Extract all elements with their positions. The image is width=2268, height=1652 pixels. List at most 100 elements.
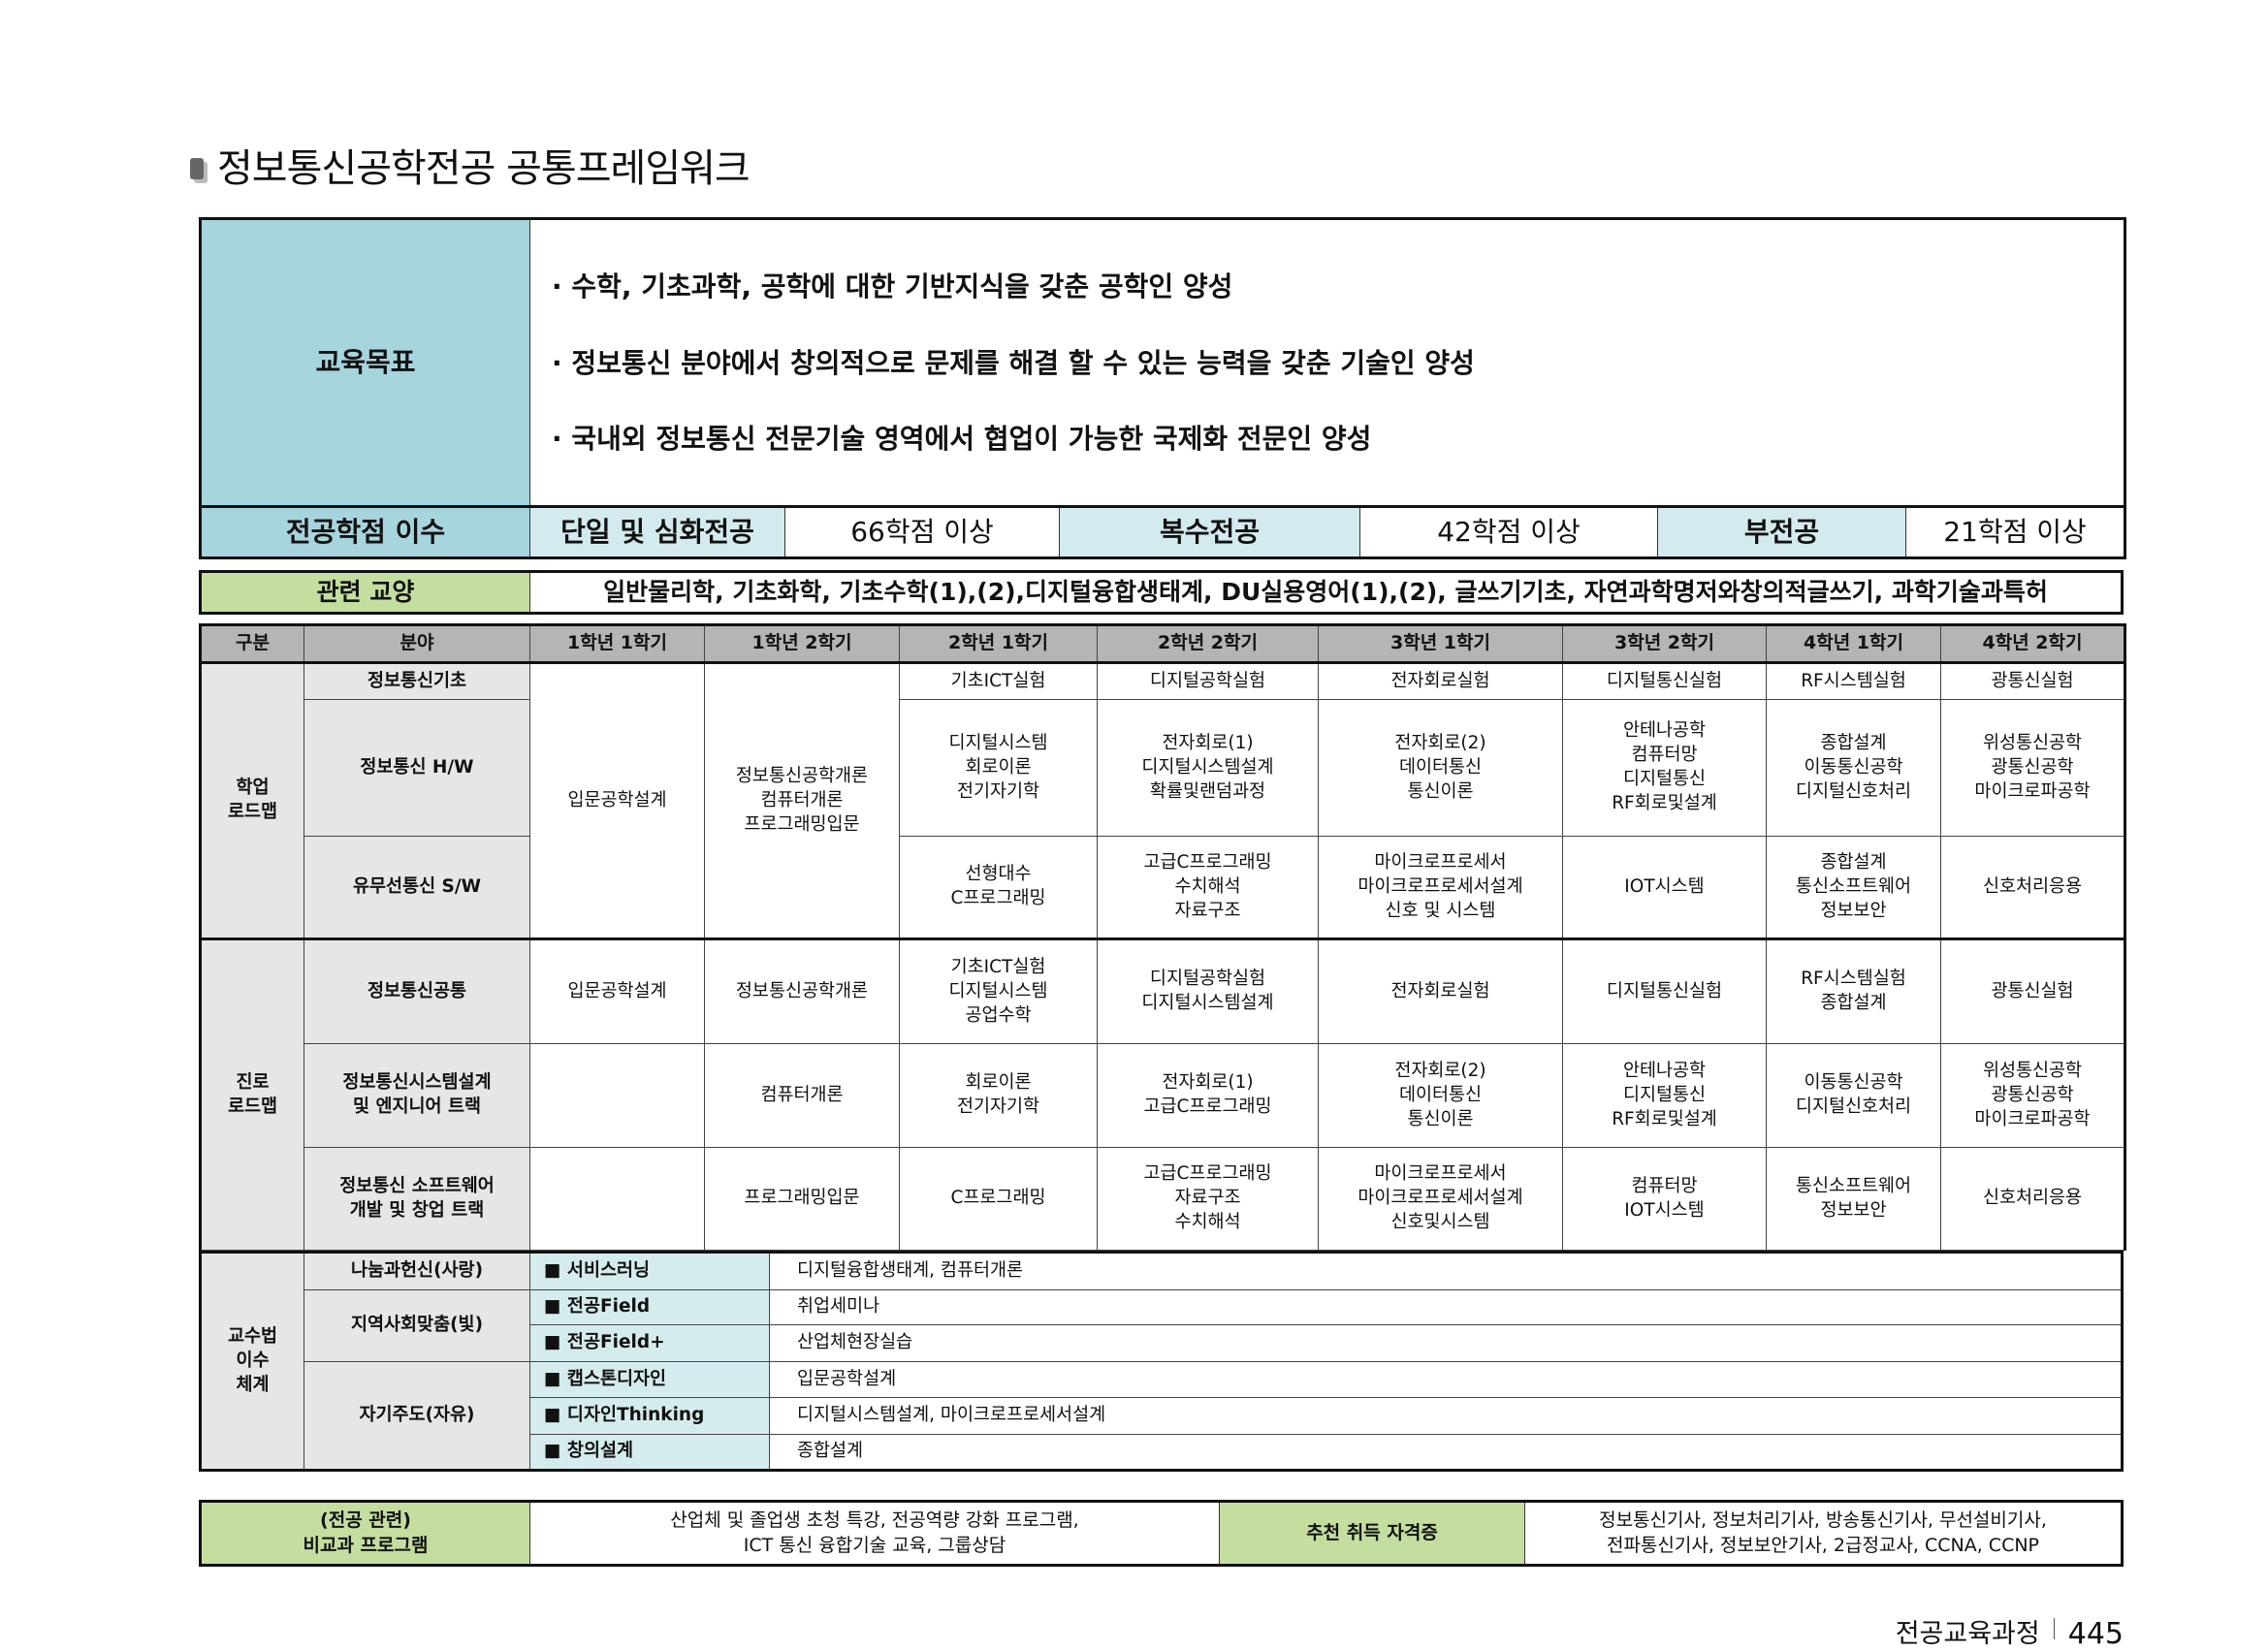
minor-value: 21학점 이상: [1904, 506, 2126, 559]
method-courses: 입문공학설계: [769, 1361, 2123, 1399]
course-cell: 위성통신공학 광통신공학 마이크로파공학: [1940, 699, 2125, 838]
course-cell: 광통신실험: [1940, 662, 2125, 701]
table-row: 학업 로드맵 정보통신기초 입문공학설계 정보통신공학개론 컴퓨터개론 프로그래밍입문…: [200, 662, 2125, 940]
section-label: 진로 로드맵: [200, 937, 304, 1252]
course-cell: 기초ICT실험: [899, 662, 1098, 701]
column-header: 구분: [200, 624, 304, 664]
field-label: 정보통신 H/W: [303, 699, 530, 838]
goal-item: · 국내외 정보통신 전문기술 영역에서 협업이 가능한 국제화 전문인 양성: [552, 422, 1372, 455]
cert-value: 정보통신기사, 정보처리기사, 방송통신기사, 무선설비기사, 전파통신기사, …: [1524, 1501, 2123, 1567]
extracurricular-table: (전공 관련) 비교과 프로그램 산업체 및 졸업생 초청 특강, 전공역량 강…: [199, 1500, 2124, 1568]
page-title: 정보통신공학전공 공통프레임워크: [190, 145, 2124, 192]
related-label: 관련 교양: [200, 571, 530, 614]
course-cell: 전자회로실험: [1318, 662, 1563, 701]
course-cell: IOT시스템: [1562, 836, 1767, 940]
course-cell: 신호처리응용: [1940, 836, 2125, 940]
course-cell: 프로그래밍입문: [704, 1147, 900, 1252]
table-row: ■ 전공Field+ 산업체현장실습: [201, 1324, 2123, 1363]
course-cell: 디지털통신실험: [1562, 937, 1767, 1045]
related-value: 일반물리학, 기초화학, 기초수학(1),(2),디지털융합생태계, DU실용영…: [603, 578, 2048, 607]
column-header: 4학년 1학기: [1766, 624, 1941, 664]
goals-list: · 수학, 기초과학, 공학에 대한 기반지식을 갖춘 공학인 양성 · 정보통…: [528, 217, 2126, 508]
method-label: ■ 전공Field+: [529, 1324, 770, 1363]
column-header: 3학년 2학기: [1562, 624, 1767, 664]
table-row: ■ 디자인Thinking 디지털시스템설계, 마이크로프로세서설계: [201, 1397, 2123, 1436]
table-row: 정보통신 소프트웨어 개발 및 창업 트랙 프로그래밍입문 C프로그래밍 고급C프로그…: [201, 1147, 2125, 1252]
course-cell: 정보통신공학개론 컴퓨터개론 프로그래밍입문: [704, 662, 900, 940]
course-cell: [529, 1043, 705, 1149]
course-cell: 정보통신공학개론: [704, 937, 900, 1045]
course-cell: 기초ICT실험 디지털시스템 공업수학: [899, 937, 1098, 1045]
course-cell: 컴퓨터개론: [704, 1043, 900, 1149]
section-label: 학업 로드맵: [200, 662, 304, 940]
field-label: 정보통신공통: [303, 937, 530, 1045]
method-label: ■ 창의설계: [529, 1434, 770, 1472]
course-cell: 입문공학설계: [529, 937, 705, 1045]
column-header: 3학년 1학기: [1318, 624, 1563, 664]
group-label: 지역사회맞춤(빛): [303, 1289, 530, 1363]
field-label: 정보통신시스템설계 및 엔지니어 트랙: [303, 1043, 530, 1149]
course-cell: 디지털공학실험: [1097, 662, 1319, 701]
course-cell: 입문공학설계: [529, 662, 705, 940]
field-label: 정보통신기초: [303, 662, 530, 701]
method-label: ■ 디자인Thinking: [529, 1397, 770, 1436]
field-label: 유무선통신 S/W: [303, 836, 530, 940]
course-cell: 종합설계 통신소프트웨어 정보보안: [1766, 836, 1941, 940]
method-courses: 디지털시스템설계, 마이크로프로세서설계: [769, 1397, 2123, 1436]
column-header: 2학년 1학기: [899, 624, 1098, 664]
related-liberal-arts-table: 관련 교양 일반물리학, 기초화학, 기초수학(1),(2),디지털융합생태계,…: [199, 570, 2124, 616]
column-header: 1학년 1학기: [529, 624, 705, 664]
footer-section: 전공교육과정: [1895, 1619, 2040, 1650]
column-header: 1학년 2학기: [704, 624, 900, 664]
table-row: 지역사회맞춤(빛) ■ 전공Field 취업세미나: [201, 1289, 2123, 1363]
course-cell: C프로그래밍: [899, 1147, 1098, 1252]
table-row: 정보통신 H/W 디지털시스템 회로이론 전기자기학 전자회로(1) 디지털시스템설…: [201, 699, 2125, 838]
single-major-value: 66학점 이상: [784, 506, 1060, 559]
course-cell: 전자회로(1) 고급C프로그래밍: [1097, 1043, 1319, 1149]
course-cell: 이동통신공학 디지털신호처리: [1766, 1043, 1941, 1149]
column-header: 분야: [303, 624, 530, 664]
column-header: 4학년 2학기: [1940, 624, 2125, 664]
course-cell: 전자회로(2) 데이터통신 통신이론: [1318, 1043, 1563, 1149]
course-cell: 디지털통신실험: [1562, 662, 1767, 701]
roadmap-table: 구분 분야 1학년 1학기 1학년 2학기 2학년 1학기 2학년 2학기 3학년 1학기 3…: [199, 623, 2126, 1252]
course-cell: 선형대수 C프로그래밍: [899, 836, 1098, 940]
course-cell: 컴퓨터망 IOT시스템: [1562, 1147, 1767, 1252]
section-label: 교수법 이수 체계: [200, 1252, 304, 1472]
group-label: 자기주도(자유): [303, 1361, 530, 1472]
course-cell: 고급C프로그래밍 수치해석 자료구조: [1097, 836, 1319, 940]
course-cell: 전자회로(1) 디지털시스템설계 확률및랜덤과정: [1097, 699, 1319, 838]
course-cell: 고급C프로그래밍 자료구조 수치해석: [1097, 1147, 1319, 1252]
double-major-value: 42학점 이상: [1359, 506, 1658, 559]
course-cell: 전자회로실험: [1318, 937, 1563, 1045]
course-cell: 안테나공학 디지털통신 RF회로및설계: [1562, 1043, 1767, 1149]
method-courses: 종합설계: [769, 1434, 2123, 1472]
goals-label: 교육목표: [200, 217, 530, 508]
goal-item: · 수학, 기초과학, 공학에 대한 기반지식을 갖춘 공학인 양성: [552, 270, 1233, 303]
course-cell: 디지털공학실험 디지털시스템설계: [1097, 937, 1319, 1045]
table-row: 유무선통신 S/W 선형대수 C프로그래밍 고급C프로그래밍 수치해석 자료구조 마이…: [201, 836, 2125, 940]
page-footer: 전공교육과정 445: [1896, 1617, 2124, 1652]
course-cell: 마이크로프로세서 마이크로프로세서설계 신호 및 시스템: [1318, 836, 1563, 940]
method-label: ■ 서비스러닝: [529, 1252, 770, 1291]
single-major-label: 단일 및 심화전공: [529, 506, 785, 559]
course-cell: 안테나공학 컴퓨터망 디지털통신 RF회로및설계: [1562, 699, 1767, 838]
minor-label: 부전공: [1657, 506, 1906, 559]
method-courses: 산업체현장실습: [769, 1324, 2123, 1363]
table-row: 진로 로드맵 정보통신공통 입문공학설계 정보통신공학개론 기초ICT실험 디지털시스템…: [200, 937, 2125, 1252]
table-row: ■ 창의설계 종합설계: [201, 1434, 2123, 1472]
course-cell: 통신소프트웨어 정보보안: [1766, 1147, 1941, 1252]
program-value: 산업체 및 졸업생 초청 특강, 전공역량 강화 프로그램, ICT 통신 융합…: [529, 1501, 1220, 1567]
page-content: 정보통신공학전공 공통프레임워크 교육목표 · 수학, 기초과학, 공학에 대한…: [190, 145, 2127, 1652]
page-number: 445: [2067, 1617, 2124, 1652]
course-cell: 디지털시스템 회로이론 전기자기학: [899, 699, 1098, 838]
course-cell: 마이크로프로세서 마이크로프로세서설계 신호및시스템: [1318, 1147, 1563, 1252]
course-cell: 종합설계 이동통신공학 디지털신호처리: [1766, 699, 1941, 838]
credits-label: 전공학점 이수: [200, 506, 530, 559]
double-major-label: 복수전공: [1059, 506, 1360, 559]
course-cell: 위성통신공학 광통신공학 마이크로파공학: [1940, 1043, 2125, 1149]
goal-item: · 정보통신 분야에서 창의적으로 문제를 해결 할 수 있는 능력을 갖춘 기…: [552, 346, 1475, 379]
bullet-icon: [190, 158, 204, 179]
table-row: 자기주도(자유) ■ 캡스톤디자인 입문공학설계: [201, 1361, 2123, 1472]
page-title-text: 정보통신공학전공 공통프레임워크: [217, 146, 751, 191]
